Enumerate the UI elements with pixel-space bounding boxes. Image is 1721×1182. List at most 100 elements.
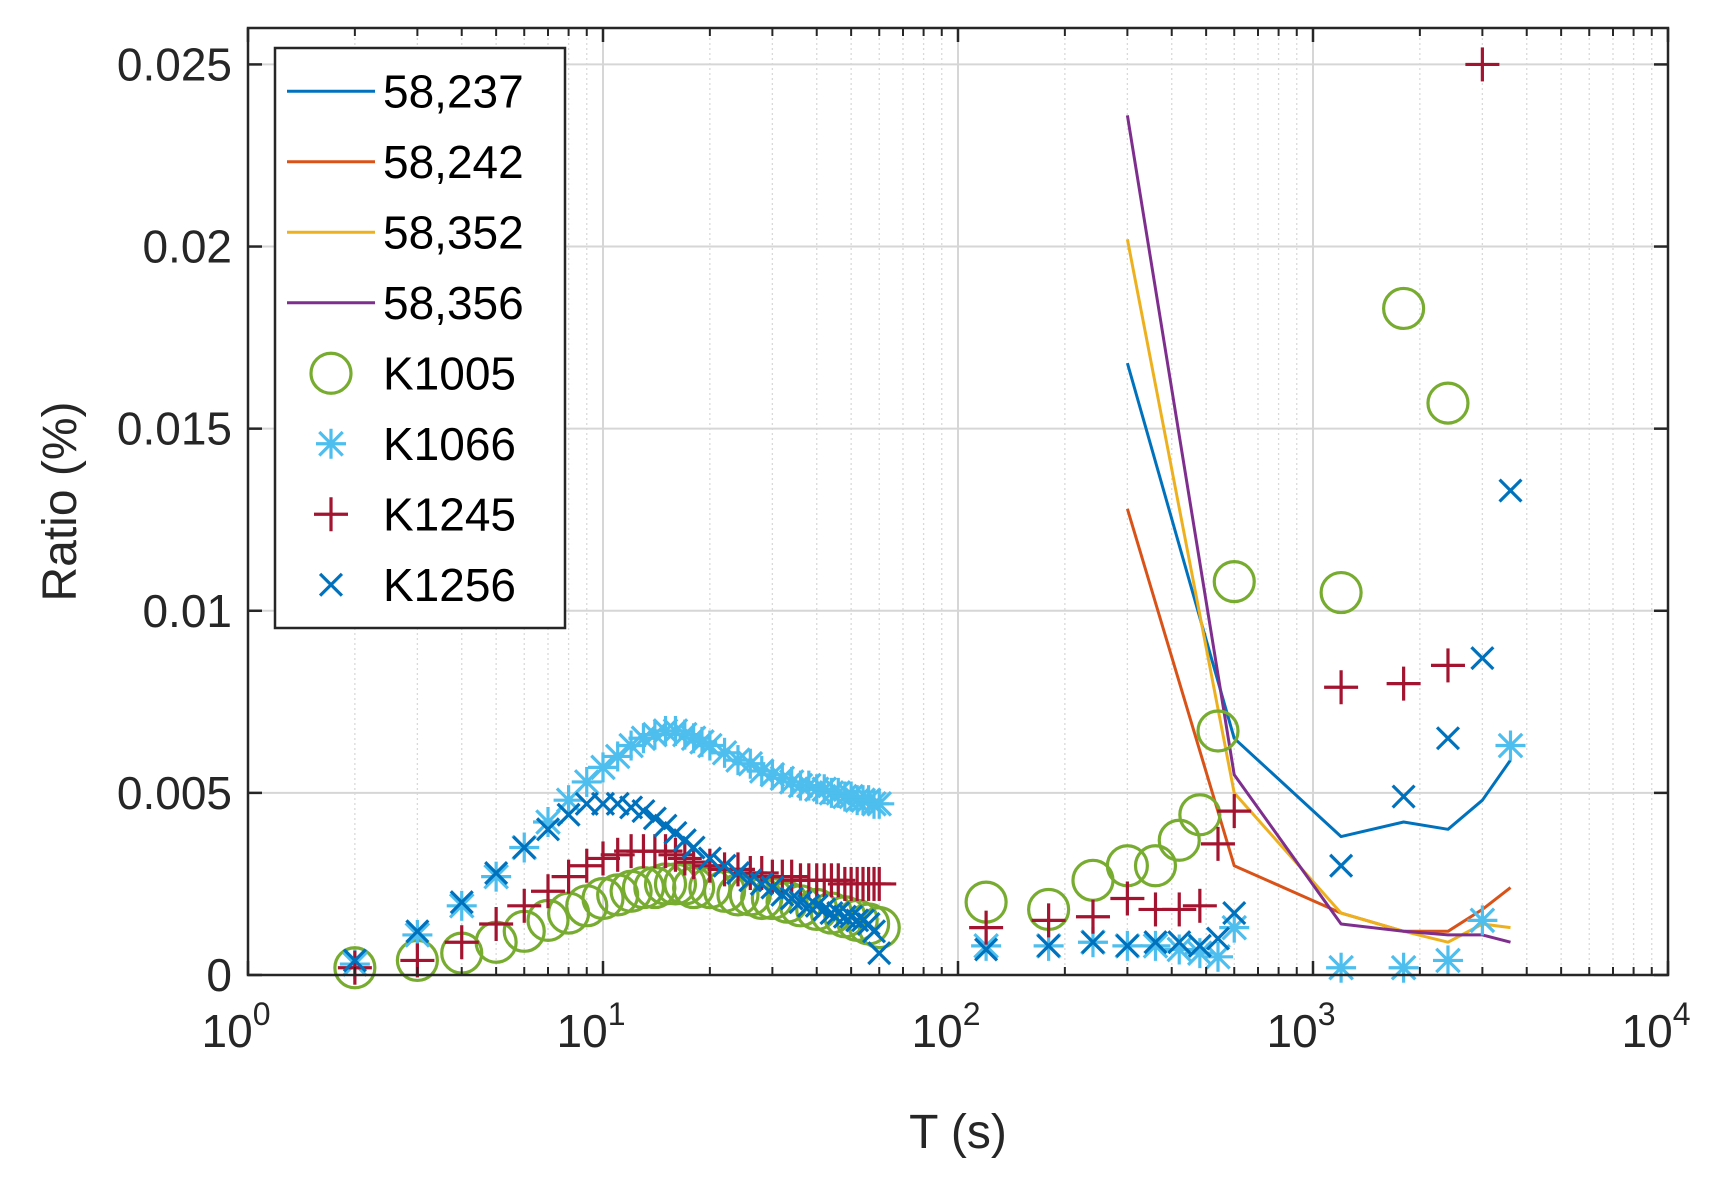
data-point-asterisk <box>1388 952 1419 983</box>
data-point-plus <box>774 859 809 894</box>
data-point-asterisk <box>746 756 777 787</box>
data-point-plus <box>444 925 479 960</box>
data-point-cross <box>812 897 837 922</box>
data-point-plus <box>1200 826 1235 861</box>
data-point-asterisk <box>316 428 346 459</box>
data-point-cross <box>804 893 829 918</box>
data-point-cross <box>796 893 821 918</box>
data-point-cross <box>1435 726 1461 751</box>
data-point-plus <box>1162 892 1197 927</box>
series-layer <box>333 47 1526 990</box>
legend-label: 58,237 <box>383 65 524 117</box>
x-tick-label: 103 <box>1267 996 1336 1057</box>
y-tick-label: 0 <box>206 949 232 1001</box>
y-tick-label: 0.025 <box>117 38 232 90</box>
data-point-cross <box>653 813 678 838</box>
data-point-asterisk <box>1219 912 1250 943</box>
data-point-cross <box>605 791 630 816</box>
data-point-plus <box>969 910 1004 945</box>
legend-label: K1245 <box>383 488 516 540</box>
data-point-circle <box>1212 560 1256 604</box>
data-point-cross <box>318 572 344 597</box>
data-point-circle <box>1196 709 1240 753</box>
data-point-plus <box>1324 670 1359 705</box>
data-point-plus <box>1217 794 1252 829</box>
data-point-plus <box>551 859 586 894</box>
data-point-circle <box>1133 844 1178 888</box>
legend-label: 58,352 <box>383 206 524 258</box>
data-point-plus <box>1430 648 1465 683</box>
data-point-circle <box>581 876 625 921</box>
data-point-cross <box>1470 646 1495 671</box>
data-point-asterisk <box>1467 905 1498 936</box>
data-point-cross <box>405 919 430 944</box>
data-point-plus <box>1182 888 1217 923</box>
series-k1256 <box>342 478 1523 973</box>
x-tick-label: 104 <box>1622 996 1691 1057</box>
data-point-cross <box>819 901 844 926</box>
x-tick-label: 100 <box>202 996 271 1057</box>
data-point-cross <box>1167 930 1192 955</box>
data-point-cross <box>974 937 999 962</box>
legend-label: K1256 <box>383 559 516 611</box>
data-point-cross <box>697 846 722 871</box>
legend-item-k1245: K1245 <box>314 488 516 540</box>
data-point-cross <box>1205 926 1231 951</box>
data-point-asterisk <box>1164 934 1195 965</box>
data-point-cross <box>1080 930 1106 955</box>
data-point-cross <box>631 799 656 824</box>
data-point-cross <box>1329 853 1354 878</box>
legend-item-58-242: 58,242 <box>287 136 524 188</box>
data-point-cross <box>556 802 581 827</box>
legend-item-58-237: 58,237 <box>287 65 524 117</box>
data-point-cross <box>642 806 667 831</box>
y-tick-label: 0.005 <box>117 767 232 819</box>
legend-item-k1066: K1066 <box>316 418 516 470</box>
legend-label: 58,242 <box>383 136 524 188</box>
data-point-plus <box>1386 666 1421 701</box>
data-point-plus <box>531 874 566 909</box>
data-point-circle <box>309 351 353 395</box>
legend-item-58-352: 58,352 <box>287 206 524 258</box>
data-point-circle <box>333 946 377 990</box>
data-point-cross <box>1222 901 1247 926</box>
data-point-cross <box>484 860 509 886</box>
data-point-cross <box>449 890 474 915</box>
x-axis-title: T (s) <box>909 1106 1007 1159</box>
data-point-cross <box>725 860 751 886</box>
legend-label: K1066 <box>383 418 516 470</box>
series-k1066 <box>339 715 1526 983</box>
data-point-asterisk <box>1202 941 1233 972</box>
data-point-cross <box>861 919 887 944</box>
y-tick-label: 0.02 <box>142 221 232 273</box>
data-point-circle <box>1178 793 1222 837</box>
legend-label: 58,356 <box>383 277 524 329</box>
y-tick-label: 0.015 <box>117 403 232 455</box>
data-point-asterisk <box>1140 930 1171 961</box>
y-tick-label: 0.01 <box>142 585 232 637</box>
data-point-circle <box>857 906 901 950</box>
data-point-cross <box>512 835 537 860</box>
data-point-plus <box>1110 881 1145 916</box>
data-point-cross <box>867 941 892 966</box>
data-point-cross <box>1036 933 1061 958</box>
series-line-58-237 <box>1125 362 1512 839</box>
data-point-plus <box>692 848 727 883</box>
data-point-cross <box>1143 930 1168 955</box>
data-point-plus <box>569 848 604 883</box>
data-point-asterisk <box>481 861 512 892</box>
data-point-plus <box>314 497 348 532</box>
data-point-asterisk <box>446 890 477 921</box>
legend-item-58-356: 58,356 <box>287 277 524 329</box>
data-point-plus <box>862 866 897 901</box>
data-point-cross <box>1391 784 1416 809</box>
data-point-circle <box>1382 286 1426 331</box>
data-point-cross <box>1115 933 1140 958</box>
legend-item-k1005: K1005 <box>309 347 516 399</box>
data-point-cross <box>681 835 706 860</box>
data-point-plus <box>479 907 514 942</box>
data-point-asterisk <box>1432 945 1463 976</box>
data-point-plus <box>1465 47 1500 82</box>
data-point-plus <box>507 888 542 923</box>
